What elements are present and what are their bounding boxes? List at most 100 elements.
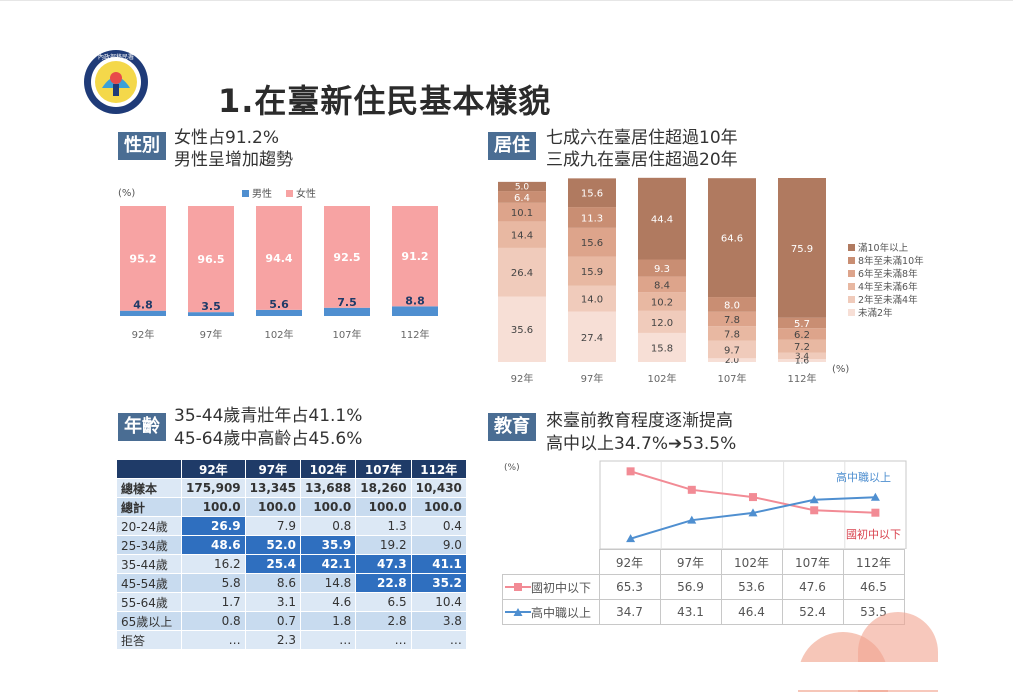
segment-label: 7.8 bbox=[724, 329, 740, 340]
segment-label: 9.7 bbox=[724, 345, 740, 356]
segment-label: 8.4 bbox=[654, 280, 670, 291]
bar-segment bbox=[498, 247, 546, 297]
bar-segment bbox=[708, 178, 756, 298]
bar-segment bbox=[638, 332, 686, 362]
segment-label: 6.4 bbox=[514, 193, 530, 204]
education-unit: (%) bbox=[504, 463, 520, 473]
age-cell: 3.8 bbox=[410, 611, 467, 631]
series-marker bbox=[871, 508, 880, 517]
age-cell: 100.0 bbox=[299, 497, 357, 517]
segment-label: 11.3 bbox=[581, 213, 603, 224]
legend-swatch bbox=[848, 309, 855, 316]
bar-segment bbox=[638, 259, 686, 277]
series-marker bbox=[748, 508, 758, 517]
age-cell: 1.7 bbox=[181, 592, 246, 612]
age-cell: 52.0 bbox=[244, 535, 301, 555]
education-data-table: 92年 97年 102年 107年 112年 國初中以下 65.3 56.9 53.6 47.6 4… bbox=[502, 549, 905, 625]
bar-female bbox=[120, 206, 166, 311]
age-row-label: 35-44歲 bbox=[116, 554, 182, 574]
label-male: 4.8 bbox=[133, 299, 153, 312]
segment-label: 35.6 bbox=[511, 325, 533, 336]
bar-female bbox=[256, 206, 302, 310]
label-male: 3.5 bbox=[201, 300, 221, 313]
legend-swatch bbox=[848, 257, 855, 264]
series-marker bbox=[749, 493, 757, 502]
bar-male bbox=[324, 307, 370, 316]
age-row-label: 55-64歲 bbox=[116, 592, 182, 612]
edu-cell: 65.3 bbox=[598, 574, 661, 600]
edu-row: 國初中以下 65.3 56.9 53.6 47.6 46.5 bbox=[502, 574, 905, 600]
edu-year: 92年 bbox=[598, 549, 661, 575]
edu-cell: 46.5 bbox=[842, 574, 905, 600]
segment-label: 2.0 bbox=[725, 356, 740, 366]
series-marker bbox=[626, 534, 636, 543]
tick-label: 102年 bbox=[264, 328, 293, 341]
agency-logo: 內政部移民署 bbox=[84, 50, 148, 114]
age-table-row: 45-54歲 5.8 8.6 14.8 22.8 35.2 bbox=[116, 573, 467, 593]
age-cell: 14.8 bbox=[299, 573, 357, 593]
bar-segment bbox=[568, 227, 616, 257]
bar-segment bbox=[778, 339, 826, 353]
segment-label: 27.4 bbox=[581, 333, 603, 344]
legend-line-low bbox=[505, 582, 531, 591]
age-table: 92年 97年 102年 107年 112年 總樣本 175,909 13,345 13,68… bbox=[116, 459, 467, 650]
age-cell: 22.8 bbox=[355, 573, 412, 593]
age-cell: 35.9 bbox=[299, 535, 357, 555]
age-cell: 10,430 bbox=[410, 478, 467, 498]
age-cell: 47.3 bbox=[355, 554, 412, 574]
age-cell: 13,345 bbox=[244, 478, 301, 498]
segment-label: 26.4 bbox=[511, 268, 533, 279]
residence-unit: (%) bbox=[832, 364, 849, 375]
page-title: 1.在臺新住民基本樣貌 bbox=[218, 82, 552, 120]
tick-label: 92年 bbox=[132, 328, 155, 341]
age-cell: 35.2 bbox=[410, 573, 467, 593]
logo-text: 內政部移民署 bbox=[98, 53, 134, 61]
bar-segment bbox=[638, 292, 686, 311]
legend-swatch bbox=[848, 270, 855, 277]
legend-male: 男性 bbox=[252, 187, 272, 200]
residence-chart: 35.6 26.4 14.4 10.1 6.45.0 92年 27.4 14.0 15.9 15.… bbox=[498, 177, 924, 385]
segment-label: 64.6 bbox=[721, 234, 743, 245]
segment-label: 9.3 bbox=[654, 264, 670, 275]
gender-subtitle-1: 女性占91.2% bbox=[174, 128, 280, 148]
label-female: 96.5 bbox=[197, 253, 224, 266]
label-female: 95.2 bbox=[129, 252, 156, 265]
age-header-corner bbox=[116, 459, 182, 479]
segment-label: 3.4 bbox=[795, 352, 810, 362]
age-header-year: 102年 bbox=[299, 459, 357, 479]
series-marker bbox=[870, 492, 880, 501]
gender-badge: 性別 bbox=[118, 132, 166, 160]
bar-segment bbox=[778, 178, 826, 318]
edu-cell: 53.6 bbox=[720, 574, 783, 600]
age-table-row: 55-64歲 1.7 3.1 4.6 6.5 10.4 bbox=[116, 592, 467, 612]
segment-label: 15.6 bbox=[581, 189, 603, 200]
bar-segment bbox=[638, 276, 686, 293]
inline-label-low: 國初中以下 bbox=[846, 527, 901, 541]
edu-cell: 43.1 bbox=[659, 599, 722, 625]
edu-header-row: 92年 97年 102年 107年 112年 bbox=[502, 549, 905, 575]
age-cell: 13,688 bbox=[299, 478, 357, 498]
segment-label: 5.7 bbox=[794, 319, 810, 330]
residence-subtitle-1: 七成六在臺居住超過10年 bbox=[546, 128, 738, 148]
legend-label: 8年至未滿10年 bbox=[858, 255, 924, 267]
label-female: 91.2 bbox=[401, 250, 428, 263]
bar-segment bbox=[568, 256, 616, 286]
legend-line-high bbox=[505, 607, 531, 616]
tick-label: 107年 bbox=[332, 328, 361, 341]
bar-segment bbox=[778, 317, 826, 329]
segment-label: 6.2 bbox=[794, 330, 810, 341]
education-subtitle-2: 高中以上34.7%➔53.5% bbox=[546, 434, 737, 454]
gender-unit: (%) bbox=[118, 188, 135, 199]
legend-swatch bbox=[848, 283, 855, 290]
edu-cell: 46.4 bbox=[720, 599, 783, 625]
age-row-label: 總樣本 bbox=[116, 478, 182, 498]
age-cell: 9.0 bbox=[410, 535, 467, 555]
inline-label-high: 高中職以上 bbox=[836, 470, 891, 484]
bar-female bbox=[324, 206, 370, 308]
age-cell: 1.3 bbox=[355, 516, 412, 536]
age-row-label: 25-34歲 bbox=[116, 535, 182, 555]
edu-series-name: 高中職以上 bbox=[531, 605, 592, 620]
edu-cell: 52.4 bbox=[781, 599, 844, 625]
series-marker bbox=[626, 467, 635, 476]
